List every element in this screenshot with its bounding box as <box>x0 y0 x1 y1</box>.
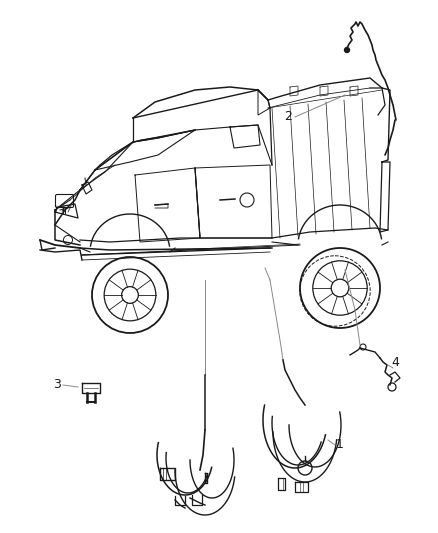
Text: 4: 4 <box>391 356 399 368</box>
Circle shape <box>345 47 350 52</box>
Text: 3: 3 <box>53 378 61 392</box>
Text: 1: 1 <box>336 439 344 451</box>
Text: 2: 2 <box>284 110 292 124</box>
